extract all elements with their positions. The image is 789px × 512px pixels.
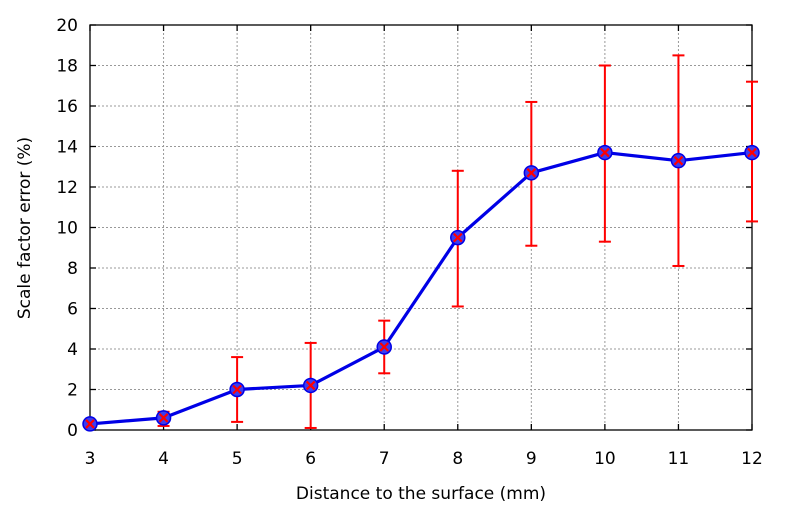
y-tick-label: 16: [56, 97, 78, 117]
axis-ticks: 3 4 5 6 7 8 9 10 11 12 0 2 4 6 8 10 12 14 16 18 20: [56, 16, 762, 469]
y-tick-label: 2: [67, 381, 78, 401]
x-tick-label: 12: [741, 449, 763, 469]
x-tick-label: 8: [452, 449, 463, 469]
x-tick-label: 10: [594, 449, 616, 469]
data-point: [523, 165, 540, 181]
x-tick-label: 5: [232, 449, 243, 469]
error-bars: [84, 54, 758, 429]
y-tick-label: 8: [67, 259, 78, 279]
data-point: [376, 339, 392, 355]
data-point: [155, 410, 172, 426]
data-markers: [82, 144, 760, 432]
y-tick-label: 4: [67, 340, 78, 360]
x-tick-label: 6: [305, 449, 316, 469]
y-tick-label: 18: [56, 57, 78, 77]
x-tick-label: 11: [668, 449, 690, 469]
y-tick-label: 12: [56, 178, 78, 198]
x-tick-label: 3: [85, 449, 96, 469]
y-tick-label: 6: [67, 300, 78, 320]
data-point: [82, 416, 98, 432]
data-point: [450, 229, 466, 246]
y-tick-label: 20: [56, 16, 78, 36]
x-axis-label: Distance to the surface (mm): [296, 484, 546, 504]
series-line: [89, 150, 753, 426]
series-line-path: [89, 150, 753, 426]
data-point: [229, 381, 245, 398]
y-tick-label: 14: [56, 138, 78, 158]
x-tick-label: 4: [158, 449, 169, 469]
data-point: [597, 144, 613, 161]
data-point: [744, 144, 760, 161]
x-tick-label: 7: [379, 449, 390, 469]
y-tick-label: 0: [67, 421, 78, 441]
x-tick-label: 9: [526, 449, 537, 469]
plot-area-frame: [89, 24, 753, 431]
y-axis-label: Scale factor error (%): [15, 137, 35, 319]
grid: [90, 25, 752, 430]
data-point: [302, 377, 319, 394]
y-tick-label: 10: [56, 219, 78, 239]
data-point: [670, 152, 687, 169]
